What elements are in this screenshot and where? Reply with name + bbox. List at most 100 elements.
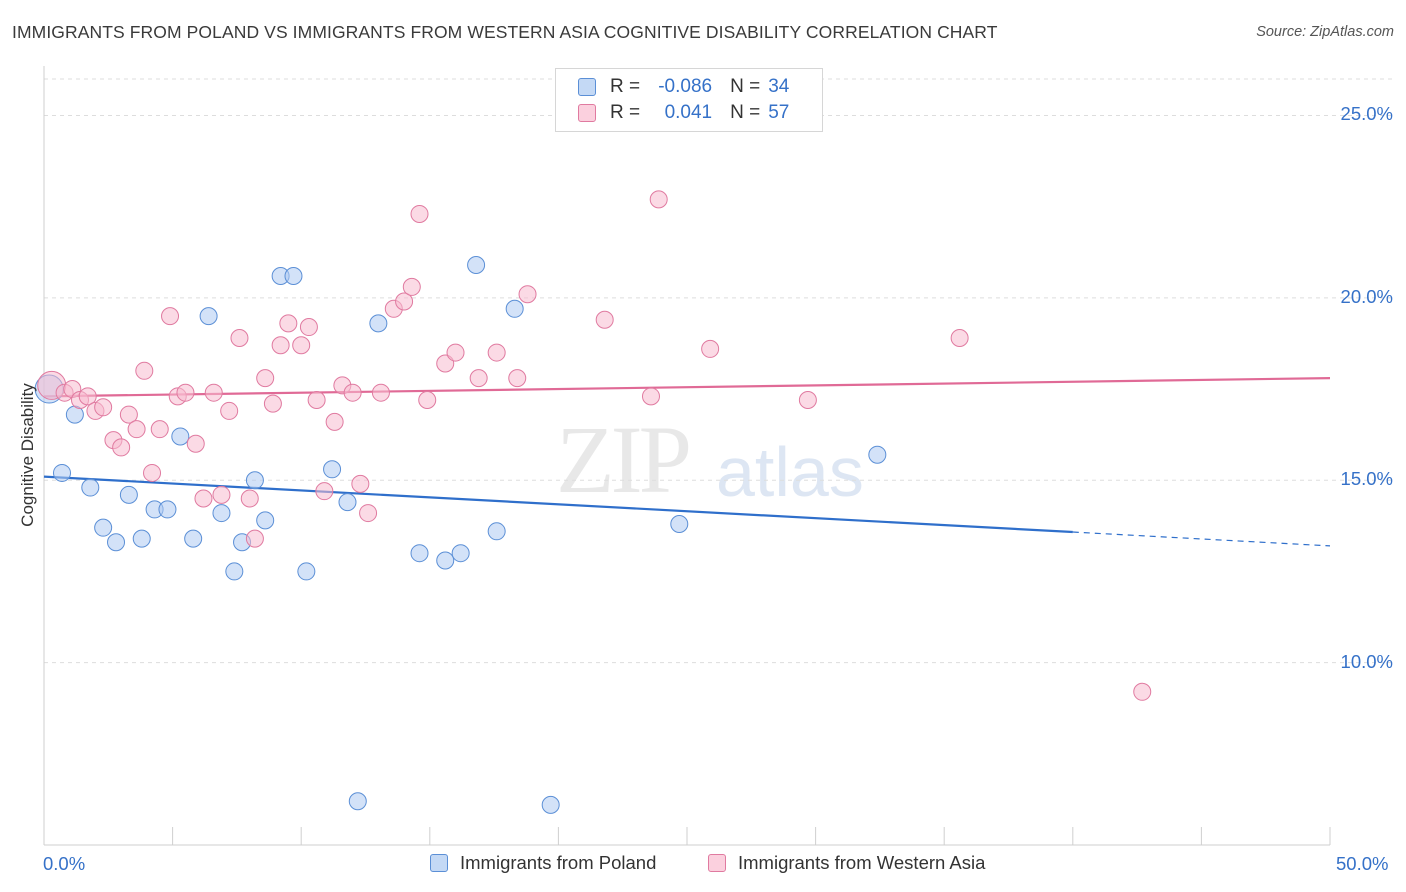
point-poland [868,445,887,464]
point-western-asia [649,190,668,209]
point-western-asia [307,390,326,409]
y-tick-label: 25.0% [1340,103,1393,125]
legend-row-poland: R = -0.086 N = 34 [578,74,789,100]
point-poland [323,460,342,479]
point-western-asia [325,412,344,431]
point-western-asia [351,474,370,493]
point-western-asia [508,369,527,388]
point-western-asia [194,489,213,508]
point-poland [410,544,429,563]
point-poland [107,533,126,552]
point-poland [467,256,486,275]
point-western-asia [127,420,146,439]
point-poland [256,511,275,530]
point-western-asia [240,489,259,508]
point-poland [53,463,72,482]
legend-r-label: R = [610,76,641,97]
point-poland [132,529,151,548]
point-poland [245,471,264,490]
western-asia-legend-icon [708,854,726,872]
y-tick-label: 15.0% [1340,468,1393,490]
legend-r-label: R = [610,102,641,123]
point-western-asia [143,463,162,482]
point-western-asia [186,434,205,453]
point-poland [171,427,190,446]
point-western-asia [78,387,97,406]
point-western-asia [436,354,455,373]
point-western-asia [161,307,180,326]
y-tick-label: 20.0% [1340,285,1393,307]
point-poland [505,299,524,318]
watermark-zip: ZIP [556,406,692,513]
point-poland [338,493,357,512]
point-western-asia [1133,682,1152,701]
point-poland [284,266,303,285]
legend-label-western-asia: Immigrants from Western Asia [738,852,986,873]
point-western-asia [212,485,231,504]
point-western-asia [487,343,506,362]
legend-n-value: 57 [768,102,790,123]
point-poland [369,314,388,333]
point-western-asia [446,343,465,362]
point-poland [158,500,177,519]
point-poland [212,504,231,523]
point-western-asia [230,328,249,347]
legend-r-value: -0.086 [658,76,713,97]
legend-label-poland: Immigrants from Poland [460,852,657,873]
point-western-asia [135,361,154,380]
legend-n-label: N = [730,76,761,97]
point-poland [225,562,244,581]
x-tick-label-min: 0.0% [43,853,86,874]
point-western-asia [119,405,138,424]
y-tick-label: 10.0% [1340,650,1393,672]
western-asia-swatch-icon [578,104,596,122]
point-western-asia [641,387,660,406]
y-axis-title: Cognitive Disability [18,383,37,527]
point-western-asia [94,398,113,417]
point-western-asia [595,310,614,329]
point-western-asia [220,401,239,420]
poland-swatch-icon [578,78,596,96]
point-poland [487,522,506,541]
point-poland [348,792,367,811]
legend-r-value: 0.041 [664,102,713,123]
point-western-asia [798,390,817,409]
point-poland [297,562,316,581]
legend-row-western-asia: R = 0.041 N = 57 [578,100,789,126]
point-poland [436,551,455,570]
legend-n-value: 34 [768,76,790,97]
point-western-asia [518,285,537,304]
point-poland [451,544,470,563]
point-poland [94,518,113,537]
point-western-asia [469,369,488,388]
legend-item-western-asia: Immigrants from Western Asia [708,852,985,874]
point-western-asia [950,328,969,347]
point-western-asia [263,394,282,413]
point-western-asia [176,383,195,402]
point-western-asia [204,383,223,402]
x-tick-label-max: 50.0% [1336,853,1389,874]
chart-title: IMMIGRANTS FROM POLAND VS IMMIGRANTS FRO… [12,22,998,42]
point-western-asia [410,204,429,223]
point-poland [670,515,689,534]
point-western-asia [701,339,720,358]
point-western-asia [315,482,334,501]
point-western-asia [402,277,421,296]
point-western-asia [395,292,414,311]
point-poland [541,795,560,814]
point-western-asia [271,336,290,355]
point-western-asia [112,438,131,457]
poland-legend-icon [430,854,448,872]
legend-n-label: N = [730,102,761,123]
point-western-asia [256,369,275,388]
trend-line-western-asia [43,377,1331,398]
point-poland [81,478,100,497]
point-poland [199,307,218,326]
source-credit: Source: ZipAtlas.com [1256,24,1394,40]
point-western-asia [371,383,390,402]
watermark-atlas: atlas [716,433,864,511]
correlation-legend: R = -0.086 N = 34 R = 0.041 N = 57 [555,68,823,132]
point-western-asia [418,390,437,409]
legend-item-poland: Immigrants from Poland [430,852,656,874]
